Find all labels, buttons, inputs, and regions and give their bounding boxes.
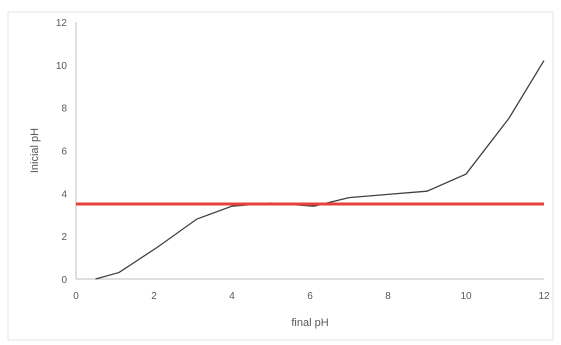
y-axis-title: Inicial pH xyxy=(29,128,41,173)
x-tick-label: 4 xyxy=(229,291,235,302)
x-tick-label: 12 xyxy=(538,291,550,302)
x-tick-label: 2 xyxy=(151,291,157,302)
series-line xyxy=(95,60,545,280)
y-tick-label: 4 xyxy=(61,189,67,200)
x-tick-label: 10 xyxy=(460,291,472,302)
y-tick-label: 0 xyxy=(61,275,67,286)
x-tick-label: 8 xyxy=(385,291,391,302)
y-tick-label: 10 xyxy=(56,61,68,72)
y-tick-label: 8 xyxy=(61,104,67,115)
x-tick-label: 6 xyxy=(307,291,313,302)
x-tick-label: 0 xyxy=(73,291,79,302)
y-tick-labels: 0 2 4 6 8 10 12 xyxy=(56,18,68,286)
x-tick-labels: 0 2 4 6 8 10 12 xyxy=(73,291,550,302)
y-tick-label: 2 xyxy=(61,232,67,243)
x-axis-title: final pH xyxy=(291,317,328,329)
y-tick-label: 12 xyxy=(56,18,68,29)
y-tick-label: 6 xyxy=(61,147,67,158)
